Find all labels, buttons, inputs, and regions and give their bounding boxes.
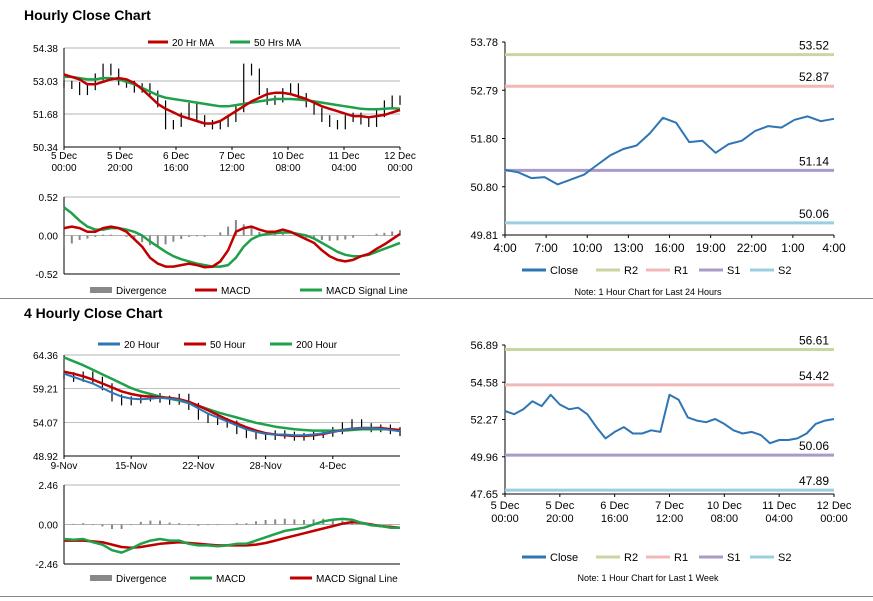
weekly-pivots-x-tick: 12 Dec 00:00	[817, 500, 852, 525]
hourly-pivots-x-tick: 13:00	[613, 241, 643, 255]
hourly-pivots-x-tick: 22:00	[737, 241, 767, 255]
four-hourly-price-legend-label: 200 Hour	[296, 340, 338, 351]
weekly-pivots-y-tick: 52.27	[470, 415, 498, 427]
hourly-price-x-tick: 11 Dec 04:00	[329, 151, 360, 174]
hourly-price-x-tick: 5 Dec 00:00	[51, 151, 77, 174]
weekly-pivots-close-line	[504, 393, 835, 445]
four-hourly-price-legend-label: 50 Hour	[210, 340, 246, 351]
hourly-macd-legend-label: Divergence	[116, 286, 167, 297]
hourly-pivots-x-tick: 19:00	[696, 241, 726, 255]
weekly-pivots-x-tick: 11 Dec 04:00	[762, 500, 797, 525]
hourly-macd-legend-label: MACD	[221, 286, 250, 297]
four-hourly-macd-legend-swatch	[90, 575, 112, 581]
hourly-pivots-s1-label: 51.14	[799, 154, 829, 168]
hourly-price-y-tick: 53.03	[33, 77, 58, 88]
hourly-pivots-x-tick: 4:00	[493, 241, 517, 255]
hourly-macd-signal-line	[63, 206, 401, 268]
hourly-pivots-y-tick: 52.79	[470, 85, 498, 97]
weekly-pivots-legend-label: S2	[778, 552, 791, 564]
four-hourly-price-x-tick: 9-Nov	[51, 461, 78, 472]
weekly-pivots-y-tick: 54.58	[470, 377, 498, 389]
bottom-divider	[0, 596, 873, 597]
weekly-pivots-legend-label: S1	[727, 552, 740, 564]
four-hourly-price-y-tick: 48.92	[33, 452, 58, 463]
four-hourly-macd-y-tick: 2.46	[39, 481, 59, 492]
four-hourly-price-x-tick: 22-Nov	[182, 461, 214, 472]
four-hourly-price-x-tick: 4-Dec	[319, 461, 346, 472]
hourly-50hr-ma-line	[64, 75, 401, 111]
four-hourly-macd-legend-label: MACD Signal Line	[316, 574, 398, 585]
hourly-pivots-y-tick: 53.78	[470, 37, 498, 49]
four-hourly-price-y-tick: 59.21	[33, 385, 58, 396]
hourly-pivots-legend-label: Close	[550, 265, 578, 277]
hourly-pivots-legend-label: S2	[778, 265, 791, 277]
hourly-price-legend-label: 50 Hrs MA	[254, 38, 302, 49]
hourly-macd-y-tick: 0.52	[39, 193, 59, 204]
hourly-20hr-ma-line	[63, 73, 401, 125]
hourly-macd-legend-swatch	[90, 287, 112, 293]
hourly-pivots-legend-label: S1	[727, 265, 740, 277]
four-hourly-section-title: 4 Hourly Close Chart	[24, 305, 163, 321]
weekly-pivots-y-tick: 47.65	[470, 489, 498, 501]
hourly-macd-legend-label: MACD Signal Line	[326, 286, 408, 297]
four-hourly-price-y-tick: 54.07	[33, 418, 58, 429]
hourly-price-y-tick: 51.68	[33, 110, 58, 121]
hourly-pivots-x-tick: 7:00	[534, 241, 558, 255]
weekly-pivots-x-tick: 5 Dec 00:00	[491, 500, 520, 525]
four-hourly-macd-legend-label: Divergence	[116, 574, 167, 585]
hourly-pivots-x-tick: 4:00	[822, 241, 846, 255]
hourly-price-y-tick: 50.34	[33, 143, 58, 154]
hourly-pivots-note: Note: 1 Hour Chart for Last 24 Hours	[574, 287, 722, 297]
weekly-pivots-s2-label: 47.89	[799, 474, 829, 488]
four-hourly-macd-y-tick: -2.46	[35, 560, 58, 571]
weekly-pivots-r1-label: 54.42	[799, 369, 829, 383]
hourly-macd-y-tick: 0.00	[39, 232, 59, 243]
hourly-pivots-y-tick: 50.80	[470, 182, 498, 194]
weekly-pivots-legend-label: R2	[624, 552, 638, 564]
four-hourly-price-y-tick: 64.36	[33, 351, 58, 362]
hourly-price-x-tick: 12 Dec 00:00	[384, 151, 416, 174]
hourly-pivots-y-tick: 51.80	[470, 134, 498, 146]
weekly-pivots-x-tick: 5 Dec 20:00	[545, 500, 574, 525]
weekly-pivots-legend-label: Close	[550, 552, 578, 564]
four-hourly-price-legend-label: 20 Hour	[124, 340, 160, 351]
hourly-section-title: Hourly Close Chart	[24, 7, 151, 23]
weekly-pivots-x-tick: 6 Dec 16:00	[600, 500, 629, 525]
weekly-pivots-y-tick: 49.96	[470, 452, 498, 464]
hourly-pivots-y-tick: 49.81	[470, 230, 498, 242]
hourly-price-x-tick: 7 Dec 12:00	[219, 151, 245, 174]
weekly-pivots-legend-label: R1	[674, 552, 688, 564]
hourly-pivots-r2-label: 53.52	[799, 39, 829, 53]
four-hourly-price-x-tick: 15-Nov	[115, 461, 147, 472]
four-hourly-20hr-line	[63, 372, 401, 437]
hourly-pivots-close-line	[504, 115, 835, 186]
hourly-macd-y-tick: -0.52	[35, 270, 58, 281]
weekly-pivots-note: Note: 1 Hour Chart for Last 1 Week	[578, 573, 719, 583]
section-divider	[0, 298, 873, 299]
hourly-price-x-tick: 10 Dec 08:00	[272, 151, 304, 174]
hourly-price-x-tick: 6 Dec 16:00	[163, 151, 189, 174]
hourly-pivots-legend-label: R2	[624, 265, 638, 277]
hourly-price-y-tick: 54.38	[33, 44, 58, 55]
weekly-pivots-x-tick: 10 Dec 08:00	[707, 500, 742, 525]
weekly-pivots-r2-label: 56.61	[799, 334, 829, 348]
four-hourly-price-x-tick: 28-Nov	[249, 461, 281, 472]
four-hourly-macd-y-tick: 0.00	[39, 521, 59, 532]
hourly-pivots-x-tick: 16:00	[654, 241, 684, 255]
four-hourly-macd-legend-label: MACD	[216, 574, 245, 585]
hourly-price-x-tick: 5 Dec 20:00	[107, 151, 133, 174]
hourly-price-legend-label: 20 Hr MA	[172, 38, 215, 49]
hourly-pivots-legend-label: R1	[674, 265, 688, 277]
weekly-pivots-y-tick: 56.89	[470, 340, 498, 352]
hourly-pivots-s2-label: 50.06	[799, 207, 829, 221]
hourly-pivots-r1-label: 52.87	[799, 70, 829, 84]
hourly-pivots-x-tick: 10:00	[572, 241, 602, 255]
four-hourly-macd-line	[63, 517, 400, 554]
hourly-macd-line	[63, 225, 401, 269]
hourly-pivots-x-tick: 1:00	[781, 241, 805, 255]
weekly-pivots-x-tick: 7 Dec 12:00	[655, 500, 684, 525]
weekly-pivots-s1-label: 50.06	[799, 439, 829, 453]
